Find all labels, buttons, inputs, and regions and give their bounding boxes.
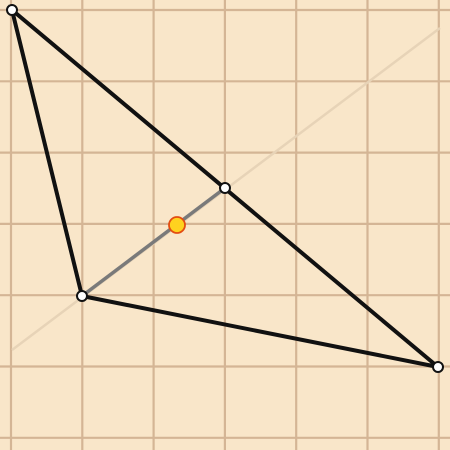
vertex-handle-top-left[interactable]: [7, 5, 17, 15]
vertex-handle-right[interactable]: [433, 362, 443, 372]
segment-end-handle[interactable]: [220, 183, 230, 193]
vertex-handle-left[interactable]: [77, 291, 87, 301]
midpoint-marker[interactable]: [169, 217, 185, 233]
